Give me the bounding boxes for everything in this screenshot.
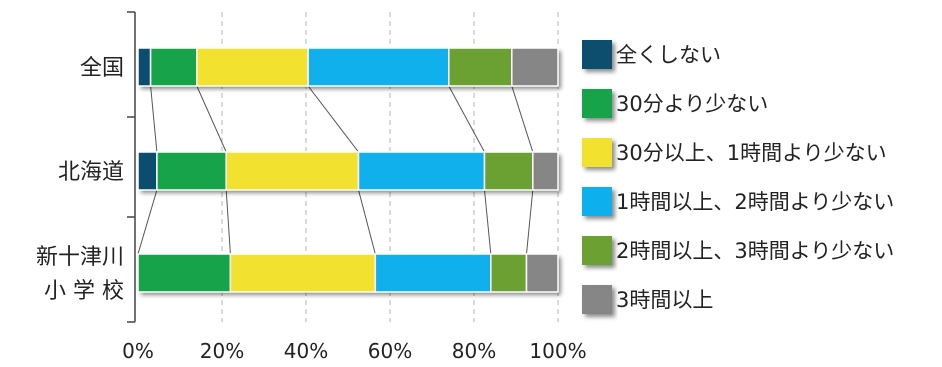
legend-label-1: 30分より少ない <box>616 92 768 116</box>
bar-segment-0-5 <box>511 47 559 87</box>
connector-0-1 <box>150 85 158 153</box>
connector-0-3 <box>307 85 359 153</box>
legend-swatch-4 <box>582 236 612 265</box>
connector-0-5 <box>511 85 534 153</box>
bar-segment-0-4 <box>448 47 513 87</box>
x-tick-label-40: 40% <box>284 339 328 363</box>
legend-label-3: 1時間以上、2時間より少ない <box>616 190 894 214</box>
connector-0-2 <box>196 85 227 153</box>
y-axis <box>127 11 136 323</box>
x-tick-label-80: 80% <box>452 339 496 363</box>
bar-segment-1-5 <box>532 151 559 191</box>
connector-1-4 <box>484 189 492 255</box>
legend-swatch-1 <box>582 89 612 118</box>
bar-segment-2-4 <box>490 253 528 293</box>
legend-swatch-5 <box>582 285 612 314</box>
connector-1-3 <box>358 189 376 255</box>
bar-segment-1-2 <box>225 151 360 191</box>
bar-segment-1-0 <box>137 151 158 191</box>
x-tick-labels: 0% 20% 40% 60% 80% 100% <box>122 339 586 363</box>
legend-label-5: 3時間以上 <box>616 288 713 312</box>
x-tick-label-20: 20% <box>200 339 244 363</box>
legend-swatch-3 <box>582 187 612 216</box>
category-label-0-0: 全国 <box>80 56 124 81</box>
bars <box>137 47 559 293</box>
connector-0-4 <box>448 85 485 153</box>
category-label-2-1: 小 学 校 <box>44 279 124 304</box>
legend-label-2: 30分以上、1時間より少ない <box>616 141 887 165</box>
bar-segment-2-5 <box>525 253 559 293</box>
connector-1-2 <box>225 189 231 255</box>
category-label-1-0: 北海道 <box>58 160 124 185</box>
bar-segment-0-1 <box>149 47 198 87</box>
bar-segment-0-2 <box>196 47 309 87</box>
bar-segment-1-3 <box>357 151 486 191</box>
x-tick-label-0: 0% <box>122 339 154 363</box>
legend-label-0: 全くしない <box>616 43 721 67</box>
bar-segment-0-3 <box>307 47 450 87</box>
x-tick-label-100: 100% <box>529 339 586 363</box>
connector-1-5 <box>526 189 534 255</box>
bar-segment-2-1 <box>137 253 232 293</box>
connector-1-1 <box>137 189 158 255</box>
bar-group-2 <box>137 253 559 293</box>
bar-segment-0-0 <box>137 47 152 87</box>
bar-segment-1-4 <box>483 151 534 191</box>
bar-group-0 <box>137 47 559 87</box>
bar-segment-2-3 <box>374 253 492 293</box>
category-label-2-0: 新十津川 <box>36 245 124 270</box>
legend-swatch-2 <box>582 138 612 167</box>
bar-segment-2-2 <box>229 253 377 293</box>
connector-lines <box>137 85 534 255</box>
legend-label-4: 2時間以上、3時間より少ない <box>616 239 894 263</box>
bar-segment-1-1 <box>156 151 227 191</box>
legend-swatch-0 <box>582 40 612 69</box>
legend: 全くしない 30分より少ない 30分以上、1時間より少ない 1時間以上、2時間より少な… <box>582 40 894 314</box>
x-tick-label-60: 60% <box>368 339 412 363</box>
bar-group-1 <box>137 151 559 191</box>
